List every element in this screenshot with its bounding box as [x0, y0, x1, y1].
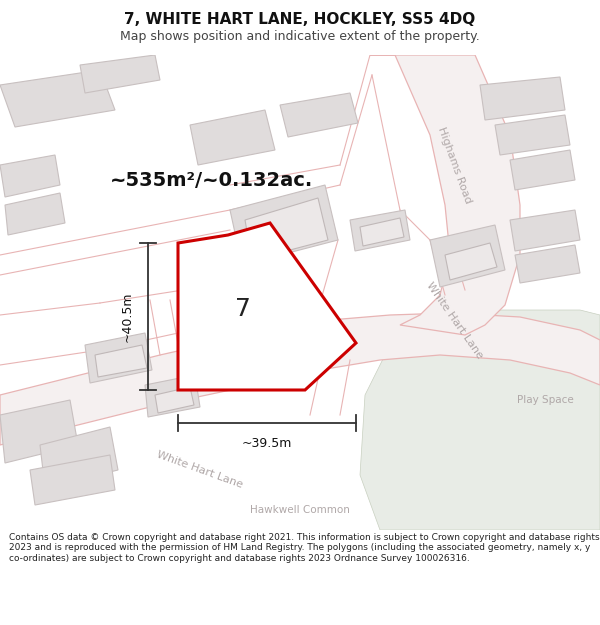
Text: ~40.5m: ~40.5m: [121, 291, 134, 342]
Polygon shape: [40, 427, 118, 488]
Text: 7: 7: [235, 297, 250, 321]
Polygon shape: [0, 400, 78, 463]
Polygon shape: [0, 155, 60, 197]
Text: ~535m²/~0.132ac.: ~535m²/~0.132ac.: [110, 171, 313, 189]
Polygon shape: [80, 55, 160, 93]
Polygon shape: [178, 223, 356, 390]
Polygon shape: [215, 303, 320, 373]
Polygon shape: [85, 333, 152, 383]
Polygon shape: [30, 455, 115, 505]
Polygon shape: [245, 198, 328, 260]
Text: Map shows position and indicative extent of the property.: Map shows position and indicative extent…: [120, 30, 480, 43]
Text: White Hart Lane: White Hart Lane: [425, 280, 485, 360]
Text: Play Space: Play Space: [517, 395, 574, 405]
Polygon shape: [370, 55, 520, 335]
Polygon shape: [480, 77, 565, 120]
Polygon shape: [515, 245, 580, 283]
Polygon shape: [0, 313, 600, 445]
Text: White Hart Lane: White Hart Lane: [155, 450, 244, 490]
Text: 7, WHITE HART LANE, HOCKLEY, SS5 4DQ: 7, WHITE HART LANE, HOCKLEY, SS5 4DQ: [124, 12, 476, 27]
Polygon shape: [280, 93, 358, 137]
Polygon shape: [360, 218, 404, 246]
Polygon shape: [228, 315, 312, 363]
Polygon shape: [510, 150, 575, 190]
Text: Hawkwell Common: Hawkwell Common: [250, 505, 350, 515]
Polygon shape: [230, 185, 338, 265]
Polygon shape: [510, 210, 580, 251]
Polygon shape: [495, 115, 570, 155]
Text: Contains OS data © Crown copyright and database right 2021. This information is : Contains OS data © Crown copyright and d…: [9, 533, 599, 562]
Polygon shape: [155, 387, 194, 413]
Polygon shape: [95, 345, 147, 377]
Polygon shape: [0, 70, 115, 127]
Text: Highams Road: Highams Road: [436, 126, 473, 204]
Polygon shape: [445, 243, 497, 280]
Text: ~39.5m: ~39.5m: [242, 437, 292, 450]
Polygon shape: [360, 310, 600, 530]
Polygon shape: [350, 210, 410, 251]
Polygon shape: [5, 193, 65, 235]
Polygon shape: [145, 375, 200, 417]
Polygon shape: [430, 225, 505, 287]
Polygon shape: [190, 110, 275, 165]
